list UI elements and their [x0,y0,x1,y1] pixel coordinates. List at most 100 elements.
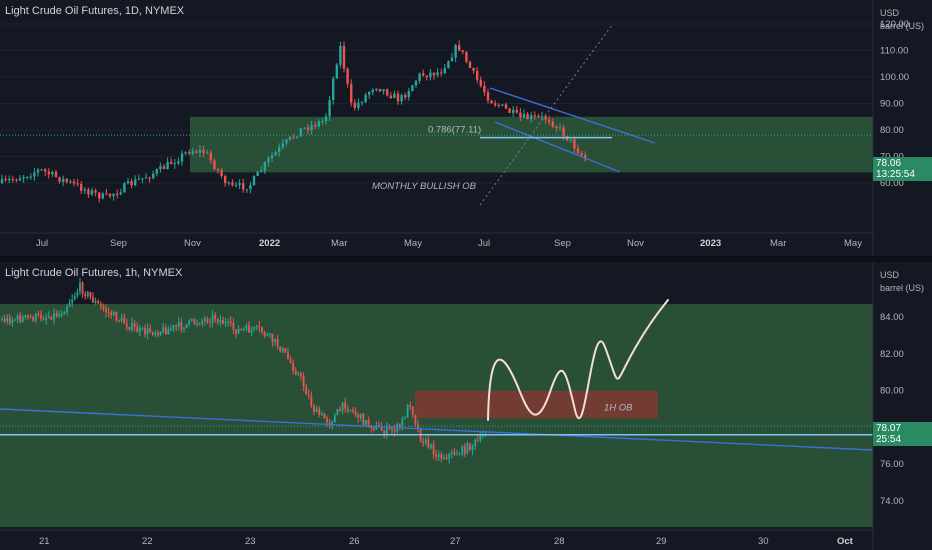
hourly-candle-body [313,405,315,413]
daily-candle-body [105,193,108,195]
daily-candle-body [551,121,554,127]
hourly-candle-body [50,316,53,320]
daily-chart-pane[interactable]: 0.786(77.11)MONTHLY BULLISH OB60.0070.00… [0,0,932,256]
daily-chart-canvas[interactable]: 0.786(77.11)MONTHLY BULLISH OB60.0070.00… [0,0,932,256]
hourly-candle-body [112,311,115,316]
hourly-candle-body [352,409,354,411]
daily-candle-body [98,192,101,199]
hourly-candle-body [344,402,347,409]
daily-candle-body [544,116,547,120]
hourly-y-tick-label: 80.00 [880,386,904,397]
hourly-candle-body [323,413,326,419]
hourly-candle-body [346,408,349,411]
hourly-candle-body [432,444,435,455]
daily-candle-body [440,72,443,74]
hourly-candle-body [42,319,45,321]
hourly-candle-body [367,419,370,426]
hourly-candle-body [227,321,230,323]
daily-candle-body [443,68,446,74]
hourly-candle-body [253,326,256,330]
hourly-candle-body [326,418,328,423]
hourly-x-tick-label: 28 [554,536,565,547]
hourly-candle-body [79,282,81,292]
daily-candle-body [263,162,266,171]
hourly-candle-body [8,317,11,324]
hourly-candle-body [411,406,414,415]
daily-x-tick-label: May [404,238,422,249]
pane-divider[interactable] [0,256,932,262]
daily-candle-body [123,183,126,193]
hourly-candle-body [133,323,136,327]
daily-candle-body [0,179,4,183]
hourly-price-tag: 78.07 25:54 [873,422,932,446]
daily-candle-body [483,85,486,93]
daily-candle-body [278,147,281,152]
daily-y-tick-label: 90.00 [880,99,904,110]
daily-candle-body [292,136,295,138]
daily-candle-body [15,179,18,181]
daily-candle-body [407,91,410,98]
daily-candle-body [83,189,86,191]
hourly-candle-body [94,300,97,303]
hourly-candle-body [63,312,66,315]
daily-candle-body [4,179,7,181]
daily-candle-body [458,45,461,51]
hourly-candle-body [99,303,102,307]
daily-candle-body [94,190,97,193]
hourly-candle-body [443,457,445,459]
hourly-candle-body [287,352,289,360]
daily-candle-body [468,61,472,68]
daily-candle-body [242,183,245,190]
daily-candle-body [321,120,324,122]
daily-unit-label: barrel (US) [880,21,925,31]
daily-candle-body [519,112,522,118]
daily-candle-body [54,171,58,178]
hourly-candle-body [34,313,37,321]
daily-candle-body [569,139,572,141]
hourly-candle-body [214,315,217,320]
hourly-x-tick-label: 23 [245,536,256,547]
daily-candle-body [184,152,187,154]
hourly-candle-body [422,441,425,444]
daily-candle-body [382,89,385,92]
hourly-candle-body [250,329,253,333]
hourly-candle-body [248,325,250,333]
hourly-candle-body [255,325,258,327]
hourly-candle-body [300,373,302,377]
daily-candle-body [11,179,14,181]
hourly-candle-body [76,291,79,296]
daily-candle-body [137,178,140,180]
daily-candle-body [33,172,36,177]
hourly-candle-body [128,327,131,330]
daily-candle-body [422,73,425,76]
hourly-candle-body [271,333,274,342]
daily-candle-body [576,148,580,154]
hourly-candle-body [164,327,167,335]
fib-dashed-line [479,24,613,206]
daily-candle-body [238,183,241,185]
hourly-candle-body [274,339,276,342]
daily-candle-body [116,193,119,195]
hourly-candle-body [318,408,321,415]
hourly-candle-body [151,332,154,335]
daily-candle-body [490,100,493,104]
monthly-bullish-ob-label: MONTHLY BULLISH OB [372,181,477,192]
hourly-candle-body [203,318,206,321]
daily-candle-body [386,89,389,96]
daily-x-tick-label: Mar [770,238,786,249]
hourly-candle-body [471,445,474,451]
hourly-candle-body [333,415,336,423]
hourly-x-tick-label: 29 [656,536,667,547]
daily-candle-body [281,143,284,148]
hourly-candle-body [141,328,144,330]
hourly-candle-body [263,332,266,336]
daily-candle-body [501,104,504,106]
hourly-candle-body [341,402,344,411]
hourly-candle-body [292,363,295,371]
hourly-chart-pane[interactable]: 1H OB74.0076.0078.0080.0082.0084.0021222… [0,262,932,550]
daily-candle-body [548,119,551,122]
hourly-price-value: 78.07 [876,423,902,434]
hourly-chart-canvas[interactable]: 1H OB74.0076.0078.0080.0082.0084.0021222… [0,262,932,550]
hourly-candle-body [118,320,120,322]
daily-candle-body [177,161,180,164]
